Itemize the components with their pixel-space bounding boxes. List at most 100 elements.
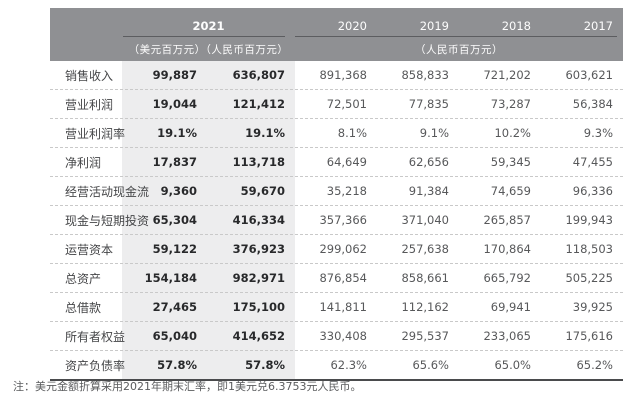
table-row: 经营活动现金流 9,360 59,670 35,218 91,384 74,65… [50,177,623,206]
table-header: 2021 （美元百万元）（人民币百万元） 2020 2019 2018 2017… [50,8,623,61]
header-group-prior-years: 2020 2019 2018 2017 （人民币百万元） [295,8,623,61]
cell-2021-usd: 27,465 [152,300,197,314]
table-row: 资产负债率 57.8% 57.8% 62.3% 65.6% 65.0% 65.2… [50,351,623,379]
cell-2018: 73,287 [490,97,531,111]
cell-2021-cny: 636,807 [232,68,285,82]
header-prior-years-row: 2020 2019 2018 2017 [295,8,623,36]
header-year-2017: 2017 [583,19,613,33]
table-row: 营业利润率 19.1% 19.1% 8.1% 9.1% 10.2% 9.3% [50,119,623,148]
header-year-2020: 2020 [337,19,367,33]
cell-2021-usd: 19.1% [157,126,197,140]
header-year-2018: 2018 [501,19,531,33]
cell-2018: 74,659 [490,184,531,198]
cell-2019: 62,656 [408,155,449,169]
cell-2021-usd: 17,837 [152,155,197,169]
cell-2021-cny: 175,100 [232,300,285,314]
cell-2019: 9.1% [419,126,449,140]
cell-2018: 665,792 [483,271,531,285]
header-units-prior-years: （人民币百万元） [415,43,503,56]
cell-2020: 72,501 [326,97,367,111]
cell-2017: 175,616 [565,329,613,343]
table-row: 总资产 154,184 982,971 876,854 858,661 665,… [50,264,623,293]
cell-2021-cny: 121,412 [232,97,285,111]
row-label: 销售收入 [65,68,114,83]
header-prior-years: 2020 2019 2018 2017 [295,19,623,33]
cell-2017: 65.2% [576,358,613,372]
cell-2018: 65.0% [494,358,531,372]
row-label: 运营资本 [65,242,114,257]
cell-2020: 299,062 [319,242,367,256]
cell-2021-usd: 57.8% [157,358,197,372]
cell-2021-usd: 19,044 [152,97,197,111]
cell-2021-usd: 65,304 [152,213,197,227]
cell-2020: 35,218 [326,184,367,198]
cell-2021-usd: 99,887 [152,68,197,82]
cell-2020: 8.1% [337,126,367,140]
cell-2018: 721,202 [483,68,531,82]
cell-2017: 96,336 [572,184,613,198]
header-underline-prior-years [295,36,617,37]
cell-2017: 505,225 [565,271,613,285]
header-label-spacer [50,8,122,61]
cell-2019: 371,040 [401,213,449,227]
header-units-2021: （美元百万元）（人民币百万元） [128,43,289,56]
cell-2018: 10.2% [494,126,531,140]
cell-2021-cny: 982,971 [232,271,285,285]
row-label: 营业利润 [65,97,114,112]
row-label: 所有者权益 [65,329,126,344]
cell-2021-cny: 19.1% [245,126,285,140]
cell-2017: 47,455 [572,155,613,169]
cell-2017: 39,925 [572,300,613,314]
cell-2019: 112,162 [401,300,449,314]
cell-2018: 59,345 [490,155,531,169]
cell-2017: 9.3% [583,126,613,140]
row-label: 总资产 [65,271,102,286]
table-row: 销售收入 99,887 636,807 891,368 858,833 721,… [50,61,623,90]
header-year-2019: 2019 [419,19,449,33]
cell-2017: 56,384 [572,97,613,111]
highlight-band-2021 [122,61,295,379]
table-row: 营业利润 19,044 121,412 72,501 77,835 73,287… [50,90,623,119]
cell-2019: 257,638 [401,242,449,256]
cell-2021-cny: 416,334 [232,213,285,227]
cell-2020: 141,811 [319,300,367,314]
cell-2021-cny: 414,652 [232,329,285,343]
cell-2021-cny: 57.8% [245,358,285,372]
table-row: 净利润 17,837 113,718 64,649 62,656 59,345 … [50,148,623,177]
cell-2017: 603,621 [565,68,613,82]
cell-2020: 891,368 [319,68,367,82]
cell-2018: 69,941 [490,300,531,314]
table-row: 现金与短期投资 65,304 416,334 357,366 371,040 2… [50,206,623,235]
cell-2021-usd: 154,184 [144,271,197,285]
row-label: 现金与短期投资 [65,213,150,228]
cell-2019: 65.6% [412,358,449,372]
financial-highlights-table: 2021 （美元百万元）（人民币百万元） 2020 2019 2018 2017… [50,8,623,381]
table-row: 总借款 27,465 175,100 141,811 112,162 69,94… [50,293,623,322]
cell-2021-cny: 376,923 [232,242,285,256]
cell-2021-usd: 65,040 [152,329,197,343]
header-year-2021: 2021 [192,19,225,33]
table-row: 所有者权益 65,040 414,652 330,408 295,537 233… [50,322,623,351]
cell-2017: 118,503 [565,242,613,256]
cell-2019: 858,833 [401,68,449,82]
cell-2021-usd: 59,122 [152,242,197,256]
cell-2019: 295,537 [401,329,449,343]
cell-2021-cny: 59,670 [240,184,285,198]
row-label: 资产负债率 [65,358,126,373]
cell-2018: 170,864 [483,242,531,256]
table-row: 运营资本 59,122 376,923 299,062 257,638 170,… [50,235,623,264]
cell-2020: 330,408 [319,329,367,343]
cell-2017: 199,943 [565,213,613,227]
cell-2019: 858,661 [401,271,449,285]
header-group-2021: 2021 （美元百万元）（人民币百万元） [122,8,295,61]
cell-2019: 91,384 [408,184,449,198]
table-body: 销售收入 99,887 636,807 891,368 858,833 721,… [50,61,623,381]
cell-2019: 77,835 [408,97,449,111]
row-label: 净利润 [65,155,102,170]
cell-2020: 64,649 [326,155,367,169]
cell-2020: 357,366 [319,213,367,227]
row-label: 总借款 [65,300,102,315]
cell-2021-usd: 9,360 [160,184,197,198]
header-underline-2021 [123,36,285,37]
